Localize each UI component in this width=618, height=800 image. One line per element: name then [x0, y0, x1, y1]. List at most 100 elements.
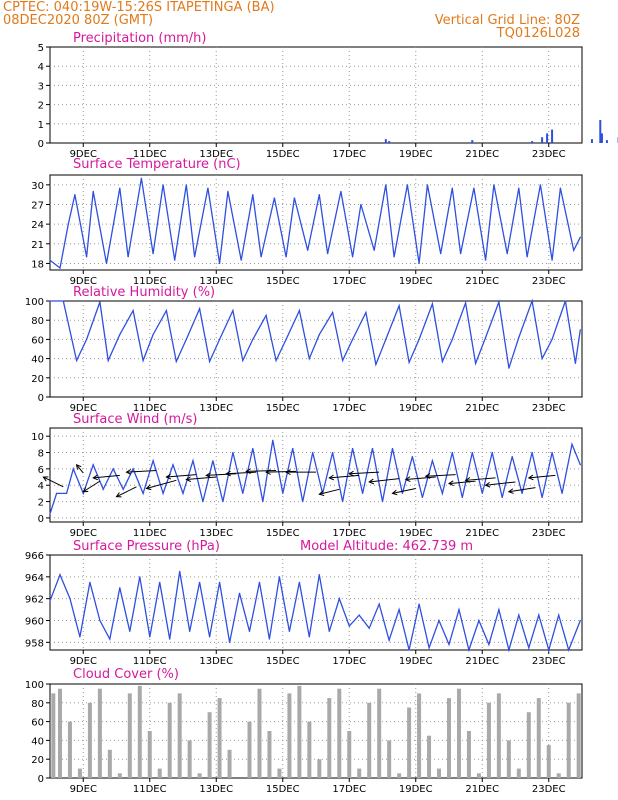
bar [87, 702, 92, 778]
data-point [431, 460, 433, 462]
data-point [92, 190, 94, 192]
data-point [209, 360, 211, 363]
series-line [50, 298, 581, 369]
y-tick-label: 1 [38, 120, 44, 131]
data-point [438, 619, 440, 622]
data-point [109, 638, 111, 640]
bar [476, 773, 481, 778]
x-tick-label: 9DEC [70, 784, 97, 795]
x-tick-label: 17DEC [332, 149, 366, 160]
x-tick-label: 13DEC [199, 403, 233, 414]
bar [536, 698, 541, 778]
data-point [318, 334, 320, 336]
bar [177, 693, 182, 778]
data-point [378, 603, 380, 605]
wind-arrow-head [285, 469, 291, 475]
data-point [298, 581, 300, 583]
x-tick-label: 13DEC [199, 276, 233, 287]
data-point [541, 358, 543, 360]
y-tick-label: 40 [31, 355, 44, 366]
data-point [302, 500, 304, 503]
bar [107, 749, 112, 778]
y-tick-label: 5 [38, 43, 44, 54]
data-point [142, 359, 144, 362]
data-point [406, 184, 409, 186]
data-point [342, 359, 344, 362]
x-tick-label: 21DEC [465, 528, 499, 539]
bar [600, 133, 603, 143]
series-line [49, 571, 581, 653]
data-point [242, 359, 244, 362]
y-tick-label: 30 [31, 181, 44, 192]
data-point [185, 184, 187, 186]
wind-arrow-head [464, 477, 471, 483]
data-point [481, 492, 483, 494]
bar [157, 768, 162, 778]
data-point [558, 614, 560, 616]
x-tick-label: 15DEC [266, 656, 300, 667]
y-tick-label: 3 [38, 81, 44, 92]
bar [427, 735, 432, 778]
x-tick-label: 19DEC [399, 528, 433, 539]
data-point [498, 301, 500, 303]
data-point [440, 253, 442, 255]
wind-arrow-head [424, 473, 431, 479]
data-point [551, 451, 553, 454]
bar [97, 688, 102, 778]
data-point [127, 256, 129, 258]
data-point [361, 492, 364, 494]
data-point [262, 500, 264, 503]
data-point [307, 249, 309, 251]
data-point [227, 190, 229, 192]
x-tick-label: 9DEC [70, 149, 97, 160]
x-tick-label: 9DEC [70, 276, 97, 287]
data-point [571, 443, 573, 445]
panel-frame [49, 427, 583, 523]
y-tick-label: 964 [25, 573, 44, 584]
x-tick-label: 23DEC [532, 656, 566, 667]
data-point [260, 256, 262, 258]
data-point [538, 614, 540, 616]
bar [227, 749, 232, 778]
y-tick-label: 100 [25, 297, 44, 308]
wind-arrow [392, 487, 416, 494]
y-tick-label: 4 [38, 481, 44, 492]
data-point [338, 598, 340, 600]
data-point [179, 570, 181, 572]
data-point [574, 362, 576, 364]
data-point [282, 492, 284, 494]
data-point [49, 513, 51, 515]
series-line [49, 178, 581, 270]
data-point [152, 334, 154, 336]
bar [257, 688, 262, 778]
data-point [207, 187, 209, 189]
data-point [488, 643, 490, 646]
wind-arrow [186, 476, 217, 480]
data-point [484, 259, 487, 261]
data-point [385, 338, 387, 340]
data-point [232, 310, 234, 312]
wind-arrow-head [527, 474, 534, 481]
wind-arrow-head [145, 484, 152, 491]
data-point [340, 190, 342, 192]
data-point [473, 187, 475, 189]
x-tick-label: 19DEC [399, 784, 433, 795]
data-point [308, 358, 310, 360]
wind-arrow-head [245, 468, 251, 475]
bar [447, 698, 451, 778]
data-point [62, 300, 64, 302]
data-point [493, 184, 495, 186]
data-point [273, 197, 276, 199]
wind-arrow-head [404, 476, 411, 482]
wind-arrow-head [82, 487, 89, 493]
data-point [559, 187, 561, 189]
x-tick-label: 17DEC [332, 656, 366, 667]
data-point [431, 303, 433, 305]
wind-arrow [405, 476, 436, 480]
bar [551, 129, 554, 143]
x-tick-label: 19DEC [399, 149, 433, 160]
data-point [365, 311, 367, 314]
y-tick-label: 2 [38, 498, 44, 509]
data-point [99, 301, 101, 303]
data-point [129, 630, 131, 633]
